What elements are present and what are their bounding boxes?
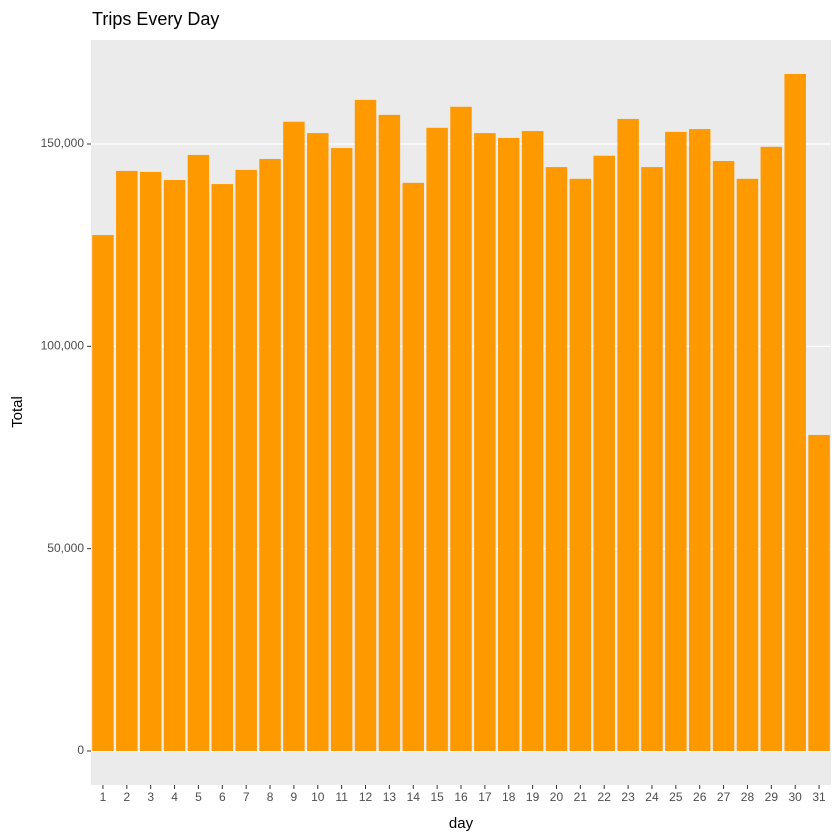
- bar: [808, 434, 830, 752]
- bar: [760, 146, 783, 752]
- x-tick-label: 4: [171, 790, 178, 804]
- bar: [450, 106, 472, 752]
- x-tick-label: 22: [598, 790, 612, 804]
- bar: [354, 99, 377, 752]
- chart-title: Trips Every Day: [92, 9, 219, 29]
- x-tick-label: 29: [765, 790, 779, 804]
- bar: [545, 167, 568, 752]
- bar: [139, 171, 162, 752]
- x-tick-label: 15: [430, 790, 444, 804]
- x-tick-label: 24: [645, 790, 659, 804]
- x-tick-label: 17: [478, 790, 492, 804]
- bar: [593, 155, 615, 752]
- bar: [402, 182, 424, 752]
- bar: [736, 178, 759, 752]
- x-tick-label: 9: [291, 790, 298, 804]
- x-tick-label: 20: [550, 790, 564, 804]
- y-tick-label: 150,000: [41, 136, 85, 150]
- bar: [688, 129, 711, 752]
- bar: [92, 235, 114, 752]
- bar: [116, 170, 138, 752]
- x-axis-title: day: [449, 815, 474, 832]
- y-axis-title: Total: [9, 396, 26, 428]
- bar: [163, 180, 186, 752]
- y-tick-label: 50,000: [47, 541, 84, 555]
- bar: [665, 131, 687, 752]
- bar: [426, 127, 448, 752]
- x-tick-label: 6: [219, 790, 226, 804]
- bar: [283, 121, 305, 752]
- x-tick-label: 8: [267, 790, 274, 804]
- x-tick-label: 18: [502, 790, 516, 804]
- x-tick-label: 11: [335, 790, 348, 804]
- bar: [307, 133, 329, 752]
- bar: [617, 118, 639, 752]
- x-tick-label: 19: [526, 790, 540, 804]
- x-tick-label: 16: [454, 790, 468, 804]
- x-tick-label: 3: [147, 790, 154, 804]
- y-tick-label: 0: [77, 743, 84, 757]
- x-tick-label: 31: [812, 790, 826, 804]
- x-tick-label: 10: [311, 790, 325, 804]
- bar: [211, 184, 234, 752]
- x-tick-label: 25: [669, 790, 683, 804]
- bar: [712, 160, 735, 752]
- x-tick-label: 14: [407, 790, 421, 804]
- bar: [474, 133, 496, 752]
- bar: [378, 114, 401, 752]
- x-tick-label: 1: [100, 790, 107, 804]
- bar: [641, 167, 663, 752]
- x-tick-label: 2: [123, 790, 130, 804]
- y-tick-label: 100,000: [41, 339, 85, 353]
- bar: [330, 148, 353, 752]
- bar: [569, 178, 592, 752]
- bar: [498, 137, 520, 752]
- bar: [259, 158, 281, 752]
- x-tick-label: 5: [195, 790, 202, 804]
- bar: [521, 131, 544, 752]
- x-tick-label: 26: [693, 790, 707, 804]
- x-tick-label: 12: [359, 790, 373, 804]
- x-tick-label: 30: [789, 790, 803, 804]
- x-tick-label: 7: [243, 790, 250, 804]
- x-tick-label: 23: [621, 790, 635, 804]
- bar: [235, 169, 257, 752]
- bar: [187, 154, 210, 752]
- x-tick-label: 28: [741, 790, 755, 804]
- x-tick-label: 13: [383, 790, 397, 804]
- x-tick-label: 21: [574, 790, 588, 804]
- x-tick-label: 27: [717, 790, 731, 804]
- bar: [784, 73, 806, 752]
